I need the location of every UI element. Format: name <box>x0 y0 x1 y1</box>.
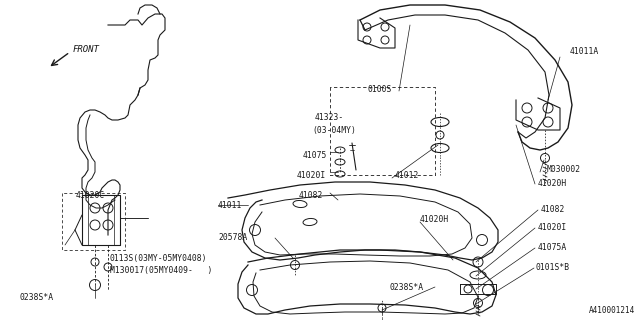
Text: M030002: M030002 <box>547 165 581 174</box>
Text: FRONT: FRONT <box>73 45 100 54</box>
Text: 0100S: 0100S <box>368 85 392 94</box>
Text: 41020C: 41020C <box>76 191 105 201</box>
Text: 41075A: 41075A <box>538 244 567 252</box>
Text: 41075: 41075 <box>303 150 328 159</box>
Text: 20578A: 20578A <box>218 234 247 243</box>
Text: M130017(05MY0409-   ): M130017(05MY0409- ) <box>110 266 212 275</box>
Text: 41020H: 41020H <box>420 215 449 225</box>
Text: 41323-: 41323- <box>315 114 344 123</box>
Text: 41020H: 41020H <box>538 179 567 188</box>
Text: 41020I: 41020I <box>538 223 567 233</box>
Text: 41082: 41082 <box>299 191 323 201</box>
Text: 0238S*A: 0238S*A <box>20 293 54 302</box>
Text: 41020I: 41020I <box>297 171 326 180</box>
Text: 0101S*B: 0101S*B <box>536 263 570 273</box>
Text: 41011A: 41011A <box>570 47 599 57</box>
Text: 41082: 41082 <box>541 205 565 214</box>
Text: A410001214: A410001214 <box>589 306 635 315</box>
Text: 41012: 41012 <box>395 171 419 180</box>
Text: (03-04MY): (03-04MY) <box>312 125 356 134</box>
Text: 41011: 41011 <box>218 201 243 210</box>
Text: 0113S(03MY-05MY0408): 0113S(03MY-05MY0408) <box>110 253 207 262</box>
Text: 0238S*A: 0238S*A <box>390 283 424 292</box>
